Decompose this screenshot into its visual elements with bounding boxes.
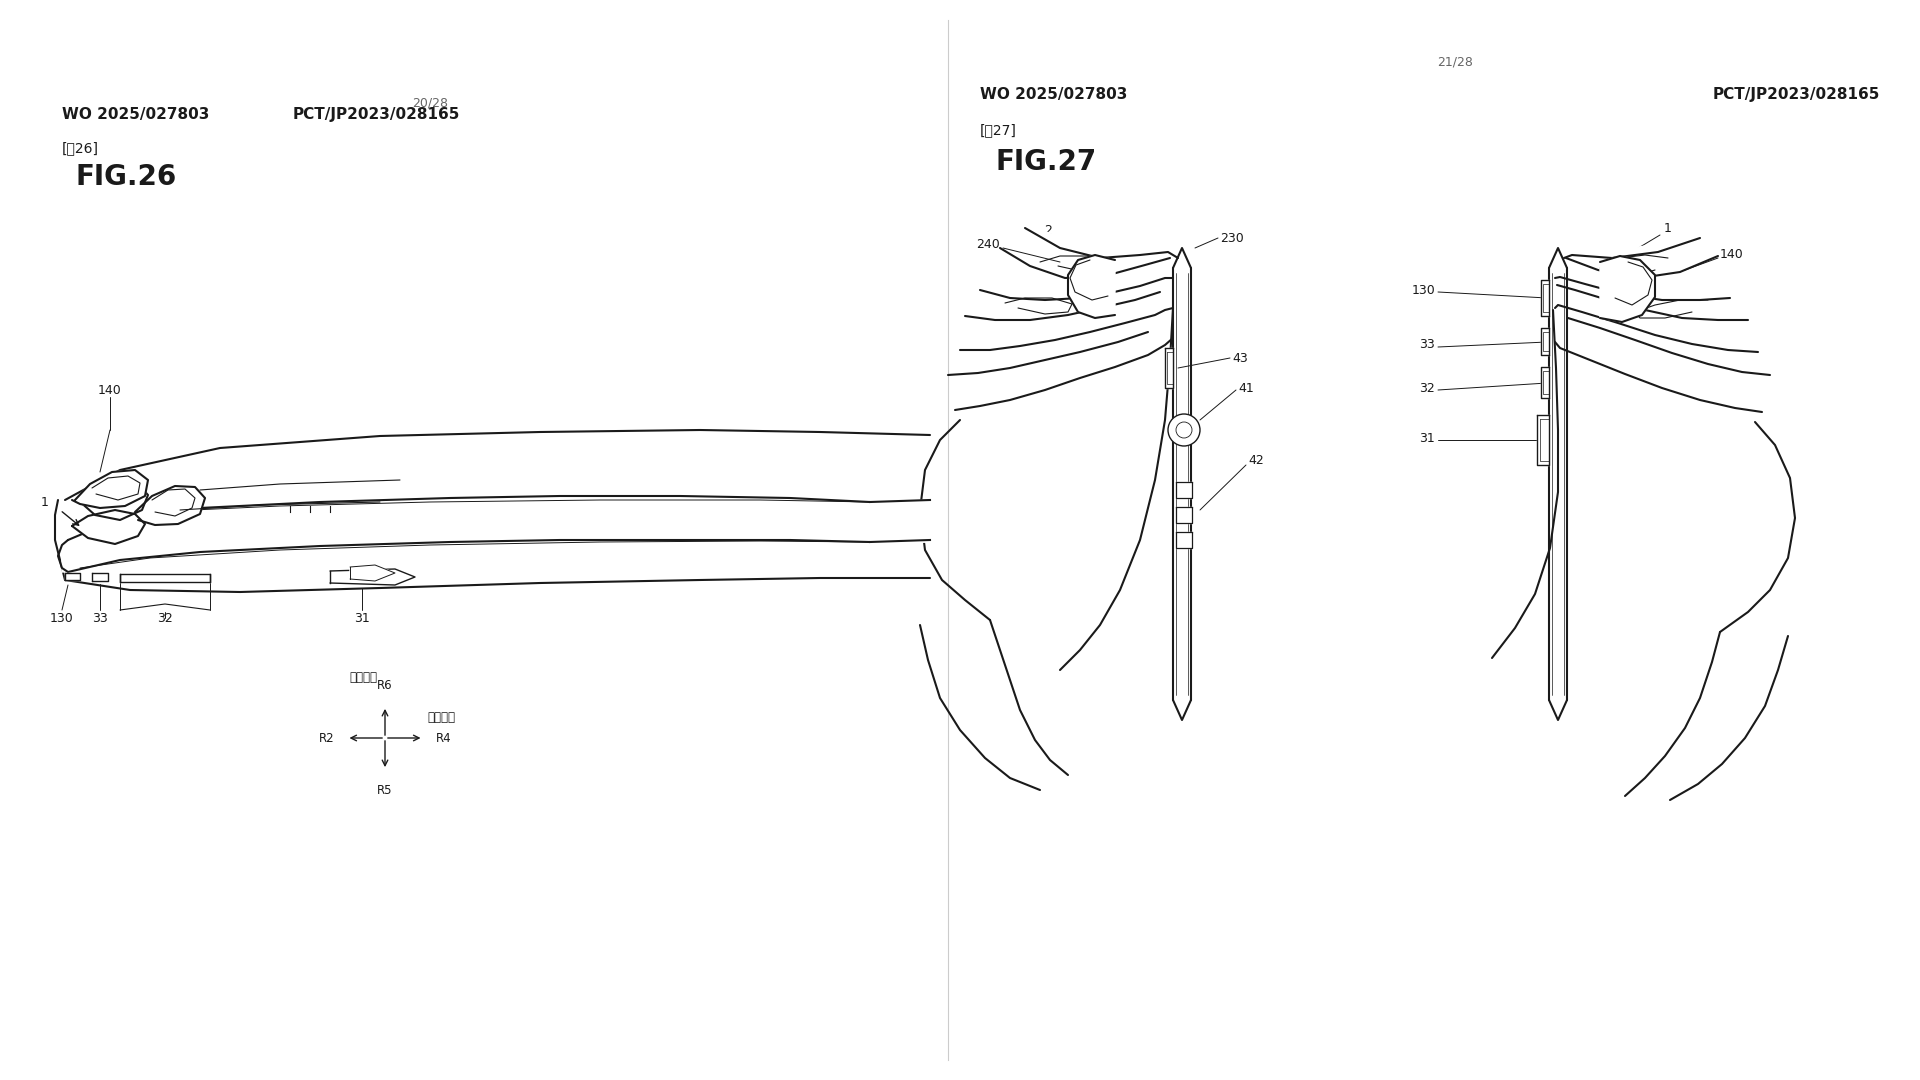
- Text: 前後方向: 前後方向: [349, 671, 376, 684]
- Text: 左右方向: 左右方向: [428, 711, 455, 724]
- Polygon shape: [349, 565, 396, 581]
- Polygon shape: [1599, 256, 1655, 322]
- Text: 20/28: 20/28: [413, 96, 447, 109]
- Polygon shape: [1542, 367, 1549, 399]
- Polygon shape: [119, 573, 209, 582]
- Text: R5: R5: [376, 784, 394, 797]
- Text: 43: 43: [1233, 351, 1248, 365]
- Text: 2: 2: [1044, 224, 1052, 237]
- Polygon shape: [1165, 348, 1173, 388]
- Text: 21/28: 21/28: [1436, 55, 1473, 68]
- Polygon shape: [1175, 507, 1192, 523]
- Polygon shape: [1542, 328, 1549, 355]
- Text: 33: 33: [1419, 338, 1434, 351]
- Polygon shape: [1565, 238, 1699, 258]
- Polygon shape: [73, 470, 148, 508]
- Text: 130: 130: [1411, 283, 1434, 297]
- Text: PCT/JP2023/028165: PCT/JP2023/028165: [292, 108, 461, 122]
- Text: 240: 240: [975, 239, 1000, 252]
- Polygon shape: [1025, 228, 1179, 258]
- Polygon shape: [1175, 532, 1192, 548]
- Text: 130: 130: [50, 611, 73, 624]
- Text: 1: 1: [1665, 221, 1672, 234]
- Polygon shape: [92, 573, 108, 581]
- Text: R4: R4: [436, 731, 451, 744]
- Text: 33: 33: [92, 611, 108, 624]
- Circle shape: [1175, 422, 1192, 438]
- Text: 32: 32: [1419, 381, 1434, 394]
- Text: 230: 230: [1219, 231, 1244, 244]
- Text: R6: R6: [376, 679, 394, 692]
- Text: 41: 41: [1238, 381, 1254, 394]
- Text: 31: 31: [353, 611, 371, 624]
- Polygon shape: [1175, 482, 1192, 498]
- Text: 42: 42: [1248, 454, 1263, 467]
- Text: WO 2025/027803: WO 2025/027803: [61, 108, 209, 122]
- Circle shape: [1167, 414, 1200, 446]
- Text: 31: 31: [1419, 432, 1434, 445]
- Polygon shape: [73, 510, 146, 544]
- Polygon shape: [65, 573, 81, 580]
- Text: 140: 140: [98, 383, 121, 396]
- Text: [囲26]: [囲26]: [61, 141, 100, 156]
- Polygon shape: [330, 569, 415, 585]
- Text: PCT/JP2023/028165: PCT/JP2023/028165: [1713, 87, 1880, 103]
- Text: R2: R2: [319, 731, 334, 744]
- Polygon shape: [1542, 280, 1549, 316]
- Polygon shape: [134, 486, 205, 525]
- Text: 1: 1: [40, 496, 48, 509]
- Text: 32: 32: [157, 611, 173, 624]
- Polygon shape: [1538, 415, 1549, 465]
- Text: 140: 140: [1720, 248, 1743, 261]
- Polygon shape: [61, 500, 929, 572]
- Text: WO 2025/027803: WO 2025/027803: [979, 87, 1127, 103]
- Polygon shape: [79, 480, 148, 519]
- Polygon shape: [1068, 255, 1116, 318]
- Text: [囲27]: [囲27]: [979, 123, 1018, 137]
- Text: FIG.26: FIG.26: [75, 163, 177, 191]
- Text: FIG.27: FIG.27: [995, 148, 1096, 176]
